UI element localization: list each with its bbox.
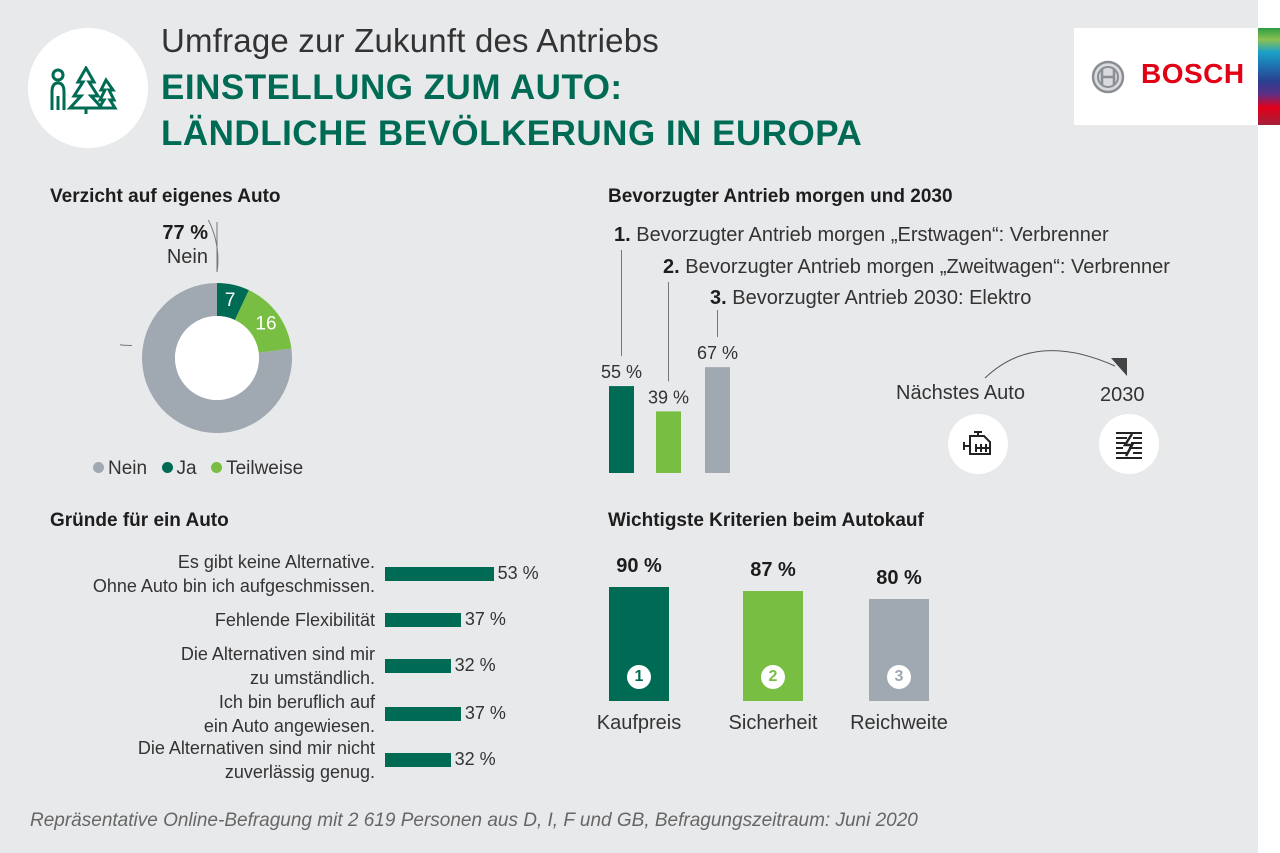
drive-bar-1 xyxy=(609,386,634,473)
electric-battery-icon xyxy=(1116,432,1142,459)
reason-value: 32 % xyxy=(454,749,496,769)
legend-item-ja: Ja xyxy=(161,458,197,479)
year-2030-label: 2030 xyxy=(1100,384,1145,406)
criteria-label: Kaufpreis xyxy=(596,712,682,734)
drive-item-text: Bevorzugter Antrieb morgen „Erstwagen“: … xyxy=(636,224,1109,246)
next-car-icon-circle xyxy=(948,414,1008,474)
drive-item-1: 1. Bevorzugter Antrieb morgen „Erstwagen… xyxy=(614,224,1109,247)
drive-item-num: 3. xyxy=(710,287,727,309)
criteria-bar-chart: 1 90 % Kaufpreis 2 87 % Sicherheit 3 80 % Reichw… xyxy=(580,550,1000,750)
reasons-title: Gründe für ein Auto xyxy=(50,510,229,531)
reason-label-line: ein Auto angewiesen. xyxy=(203,716,375,736)
reason-bar xyxy=(385,659,451,673)
brand-logo: BOSCH xyxy=(1074,28,1258,125)
legend-swatch-nein xyxy=(93,462,104,473)
topic-logo xyxy=(28,28,148,148)
reason-value: 37 % xyxy=(464,703,506,723)
drive-item-3: 3. Bevorzugter Antrieb 2030: Elektro xyxy=(710,287,1031,310)
reason-label: Es gibt keine Alternative. Ohne Auto bin … xyxy=(0,550,375,598)
reason-value: 53 % xyxy=(497,563,539,583)
reason-label: Ich bin beruflich auf ein Auto angewiesen… xyxy=(0,690,375,738)
criteria-bar-2: 2 xyxy=(743,590,803,701)
reason-label: Die Alternativen sind mir zu umständlich. xyxy=(0,642,375,690)
reason-label-line: Ich bin beruflich auf xyxy=(218,692,375,712)
rank-badge: 1 xyxy=(627,664,651,689)
reason-label-line: zu umständlich. xyxy=(249,668,375,688)
drive-bar-value: 39 % xyxy=(648,387,689,407)
legend-item-teilweise: Teilweise xyxy=(211,458,303,479)
transition-arrow xyxy=(984,350,1127,379)
donut-chart: 7 16 xyxy=(120,220,292,433)
drive-item-num: 1. xyxy=(614,224,631,246)
drive-bar-3 xyxy=(705,367,730,473)
combustion-engine-icon xyxy=(963,431,991,455)
reason-bar xyxy=(385,613,461,627)
legend-label: Ja xyxy=(176,458,197,479)
drive-bar-chart: 55 % 39 % 67 % xyxy=(601,250,738,473)
callout-value: 77 % xyxy=(162,222,208,244)
donut-slice-label: 7 xyxy=(225,290,236,311)
next-car-label: Nächstes Auto xyxy=(896,382,1025,404)
footnote: Repräsentative Online-Befragung mit 2 61… xyxy=(30,810,918,831)
donut-slice-label: 16 xyxy=(255,313,276,334)
page-title-line1: EINSTELLUNG ZUM AUTO: xyxy=(161,68,623,107)
criteria-value: 80 % xyxy=(876,567,922,590)
drive-bar-value: 67 % xyxy=(697,343,738,363)
legend-item-nein: Nein xyxy=(93,458,147,479)
drive-item-num: 2. xyxy=(663,256,680,278)
page-title-line2: LÄNDLICHE BEVÖLKERUNG IN EUROPA xyxy=(161,114,863,153)
brand-color-stripe xyxy=(1258,28,1280,125)
reason-bar xyxy=(385,753,451,767)
arrow-head-icon xyxy=(1111,358,1127,376)
bosch-armature-icon xyxy=(1091,60,1125,94)
page-subtitle: Umfrage zur Zukunft des Antriebs xyxy=(161,22,659,59)
drive-item-2: 2. Bevorzugter Antrieb morgen „Zweitwage… xyxy=(663,256,1170,279)
criteria-label: Reichweite xyxy=(850,712,948,734)
drive-item-text: Bevorzugter Antrieb 2030: Elektro xyxy=(732,287,1032,309)
donut-slice-ja xyxy=(217,283,249,320)
brand-name: BOSCH xyxy=(1141,58,1245,89)
criteria-label: Sicherheit xyxy=(728,712,818,734)
drive-title: Bevorzugter Antrieb morgen und 2030 xyxy=(608,186,953,207)
reasons-bar-chart: Es gibt keine Alternative. Ohne Auto bin … xyxy=(0,550,600,790)
reason-label-line: zuverlässig genug. xyxy=(224,762,375,782)
donut-hole xyxy=(175,316,259,400)
reason-value: 37 % xyxy=(464,609,506,629)
donut-slice-teilweise xyxy=(234,290,292,353)
criteria-bar-3: 3 xyxy=(869,599,929,701)
legend-label: Teilweise xyxy=(226,458,304,479)
legend-swatch-teilweise xyxy=(211,462,223,473)
rank-badge: 2 xyxy=(761,664,785,689)
reason-value: 32 % xyxy=(454,655,496,675)
criteria-value: 90 % xyxy=(616,554,662,577)
callout-label: Nein xyxy=(166,246,208,268)
reason-label-line: Die Alternativen sind mir xyxy=(180,644,375,664)
reason-label-line: Ohne Auto bin ich aufgeschmissen. xyxy=(92,576,375,596)
reason-label-line: Fehlende Flexibilität xyxy=(214,610,375,630)
drive-bar-2 xyxy=(656,411,681,473)
donut-legend: Nein Ja Teilweise xyxy=(93,458,313,480)
donut-slice-nein xyxy=(142,283,292,433)
reason-bar xyxy=(385,707,461,721)
person-with-trees-icon xyxy=(50,66,118,114)
rank-badge: 3 xyxy=(887,664,911,689)
legend-label: Nein xyxy=(108,458,148,479)
criteria-title: Wichtigste Kriterien beim Autokauf xyxy=(608,510,924,531)
year-2030-icon-circle xyxy=(1099,414,1159,474)
criteria-bar-1: 1 xyxy=(609,586,669,701)
reason-label: Die Alternativen sind mir nicht zuverläss… xyxy=(0,736,375,784)
reason-label: Fehlende Flexibilität xyxy=(0,608,375,632)
reason-label-line: Die Alternativen sind mir nicht xyxy=(137,738,375,758)
reason-bar xyxy=(385,567,494,581)
drive-bar-value: 55 % xyxy=(601,362,642,382)
drive-item-text: Bevorzugter Antrieb morgen „Zweitwagen“:… xyxy=(685,256,1170,278)
legend-swatch-ja xyxy=(161,462,173,473)
donut-title: Verzicht auf eigenes Auto xyxy=(50,186,281,207)
reason-label-line: Es gibt keine Alternative. xyxy=(177,552,375,572)
criteria-value: 87 % xyxy=(750,558,796,581)
